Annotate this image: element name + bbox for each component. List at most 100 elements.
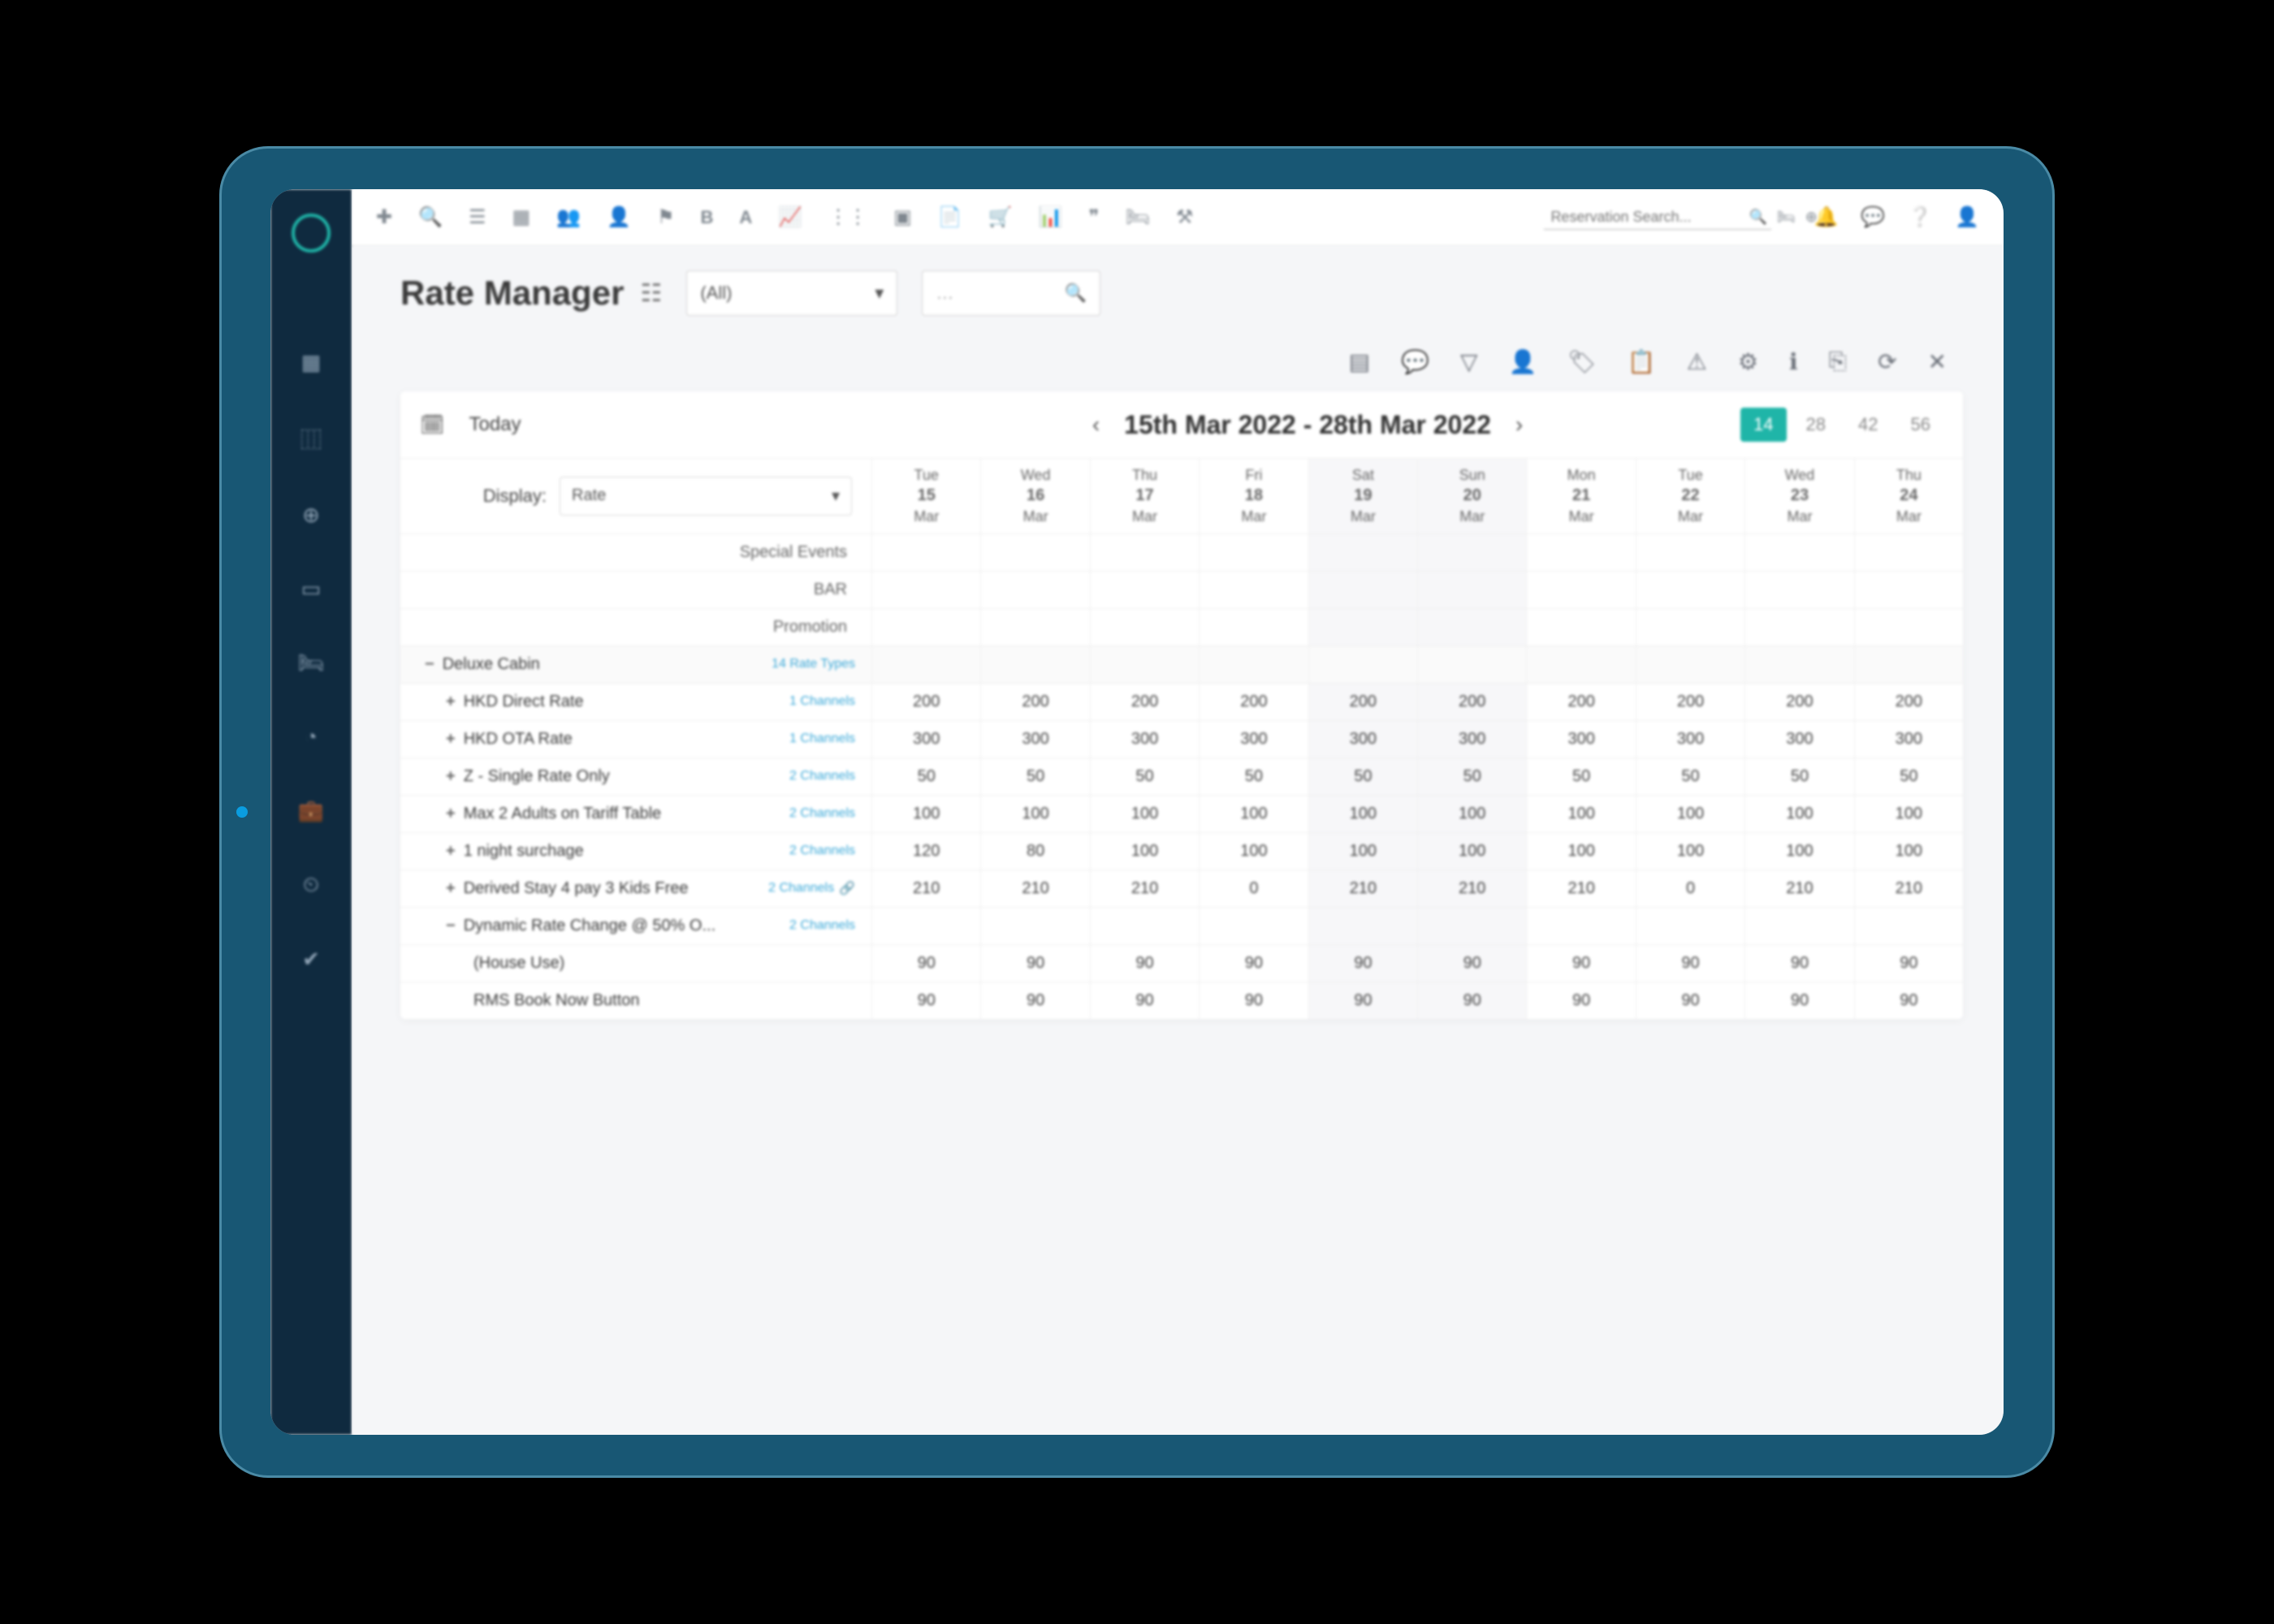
rate-cell[interactable] <box>1744 534 1853 571</box>
rate-cell[interactable]: 210 <box>1417 870 1526 907</box>
rate-cell[interactable]: 90 <box>1526 945 1635 982</box>
rate-cell[interactable]: 200 <box>1199 684 1308 720</box>
rate-cell[interactable]: 100 <box>1636 833 1744 870</box>
rate-cell[interactable]: 90 <box>1090 983 1199 1019</box>
rate-cell[interactable] <box>1308 572 1417 608</box>
rate-cell[interactable]: 50 <box>1744 758 1853 795</box>
reservation-search-input[interactable] <box>1550 209 1739 226</box>
toolbar-table-icon[interactable]: ▦ <box>512 205 531 229</box>
help-icon[interactable]: ❔ <box>1908 205 1932 229</box>
rate-cell[interactable] <box>1308 609 1417 646</box>
toolbar-stats-icon[interactable]: 📊 <box>1039 205 1063 229</box>
rate-cell[interactable]: 90 <box>871 983 980 1019</box>
rate-cell[interactable] <box>1199 609 1308 646</box>
rate-cell[interactable] <box>980 609 1089 646</box>
action-export-icon[interactable]: ⎘ <box>1829 348 1847 375</box>
rate-cell[interactable]: 200 <box>1744 684 1853 720</box>
rate-cell[interactable] <box>1090 646 1199 683</box>
rate-cell[interactable]: 0 <box>1636 870 1744 907</box>
rate-cell[interactable]: 90 <box>980 983 1089 1019</box>
app-logo[interactable] <box>292 214 331 253</box>
expand-icon[interactable]: + <box>446 767 456 786</box>
rate-cell[interactable] <box>1417 572 1526 608</box>
rate-cell[interactable] <box>1417 534 1526 571</box>
rate-cell[interactable] <box>1854 609 1963 646</box>
rate-cell[interactable]: 100 <box>1199 796 1308 832</box>
rate-cell[interactable]: 90 <box>871 945 980 982</box>
prev-period-button[interactable]: ‹ <box>1092 412 1100 438</box>
rate-cell[interactable]: 200 <box>1417 684 1526 720</box>
rate-cell[interactable] <box>1090 572 1199 608</box>
rate-cell[interactable]: 300 <box>1417 721 1526 758</box>
toolbar-flag-icon[interactable]: ⚑ <box>657 205 675 229</box>
rate-cell[interactable] <box>1854 908 1963 944</box>
user-avatar-icon[interactable]: 👤 <box>1955 205 1979 229</box>
rate-cell[interactable] <box>871 572 980 608</box>
rate-cell[interactable]: 200 <box>871 684 980 720</box>
nav-pie-icon[interactable]: ◔ <box>305 724 318 749</box>
rate-cell[interactable]: 100 <box>1744 796 1853 832</box>
rate-cell[interactable]: 210 <box>1308 870 1417 907</box>
rate-cell[interactable]: 90 <box>1308 945 1417 982</box>
nav-card-icon[interactable]: ▭ <box>301 577 322 602</box>
rate-cell[interactable]: 100 <box>1417 833 1526 870</box>
rate-cell[interactable] <box>1199 534 1308 571</box>
rate-cell[interactable]: 100 <box>1090 796 1199 832</box>
nav-bed-icon[interactable]: 🛏 <box>297 650 324 676</box>
rate-cell[interactable]: 100 <box>871 796 980 832</box>
action-info-icon[interactable]: ℹ <box>1789 348 1798 375</box>
rate-cell[interactable] <box>1854 646 1963 683</box>
nav-check-icon[interactable]: ✔ <box>302 947 320 972</box>
rate-cell[interactable] <box>1854 572 1963 608</box>
rate-cell[interactable]: 90 <box>1199 945 1308 982</box>
rate-cell[interactable]: 50 <box>871 758 980 795</box>
rate-row[interactable]: − Dynamic Rate Change @ 50% O... 2 Chann… <box>400 907 1963 944</box>
rate-cell[interactable]: 90 <box>980 945 1089 982</box>
action-notes-icon[interactable]: ▤ <box>1349 348 1370 375</box>
rate-cell[interactable]: 200 <box>1308 684 1417 720</box>
toolbar-tools-icon[interactable]: ⚒ <box>1176 205 1194 229</box>
rate-cell[interactable] <box>1526 908 1635 944</box>
reservation-search[interactable]: 🔍 🛏 ⊕ <box>1544 205 1771 230</box>
expand-icon[interactable]: − <box>446 917 456 935</box>
action-tag-icon[interactable]: 🏷 <box>1567 348 1597 375</box>
rate-row[interactable]: + HKD Direct Rate 1 Channels200200200200… <box>400 683 1963 720</box>
rate-cell[interactable] <box>1854 534 1963 571</box>
rate-cell[interactable] <box>980 908 1089 944</box>
rate-cell[interactable]: 300 <box>871 721 980 758</box>
toolbar-people-icon[interactable]: 👥 <box>556 205 581 229</box>
nav-add-icon[interactable]: ⊕ <box>302 503 320 528</box>
rate-cell[interactable]: 200 <box>1636 684 1744 720</box>
rate-cell[interactable] <box>1090 609 1199 646</box>
toolbar-image-icon[interactable]: ▣ <box>893 205 912 229</box>
group-row-deluxe-cabin[interactable]: − Deluxe Cabin 14 Rate Types <box>400 646 1963 683</box>
rate-cell[interactable] <box>1744 572 1853 608</box>
rate-cell[interactable] <box>1636 534 1744 571</box>
rate-cell[interactable] <box>1417 908 1526 944</box>
today-button[interactable]: Today <box>469 413 521 436</box>
rate-cell[interactable]: 210 <box>1744 870 1853 907</box>
rate-cell[interactable]: 100 <box>980 796 1089 832</box>
rate-cell[interactable]: 300 <box>1636 721 1744 758</box>
rate-cell[interactable]: 50 <box>1199 758 1308 795</box>
view-button-28[interactable]: 28 <box>1793 408 1839 442</box>
rate-cell[interactable]: 90 <box>1744 983 1853 1019</box>
rate-cell[interactable]: 100 <box>1199 833 1308 870</box>
rate-cell[interactable]: 80 <box>980 833 1089 870</box>
toolbar-bold-icon[interactable]: B <box>701 207 714 228</box>
toolbar-quote-icon[interactable]: ❞ <box>1089 205 1100 229</box>
rate-cell[interactable] <box>980 646 1089 683</box>
expand-icon[interactable]: + <box>446 693 456 711</box>
expand-icon[interactable]: + <box>446 879 456 898</box>
rate-cell[interactable]: 100 <box>1308 833 1417 870</box>
rate-cell[interactable]: 210 <box>1854 870 1963 907</box>
nav-chart-icon[interactable]: ⿲ <box>300 424 322 454</box>
rate-cell[interactable] <box>1417 609 1526 646</box>
rate-cell[interactable]: 100 <box>1090 833 1199 870</box>
expand-icon[interactable]: + <box>446 842 456 861</box>
search-bed-icon[interactable]: 🛏 <box>1777 209 1796 226</box>
rate-cell[interactable] <box>980 572 1089 608</box>
rate-cell[interactable]: 90 <box>1854 983 1963 1019</box>
rate-cell[interactable] <box>1199 572 1308 608</box>
rate-cell[interactable]: 100 <box>1854 833 1963 870</box>
